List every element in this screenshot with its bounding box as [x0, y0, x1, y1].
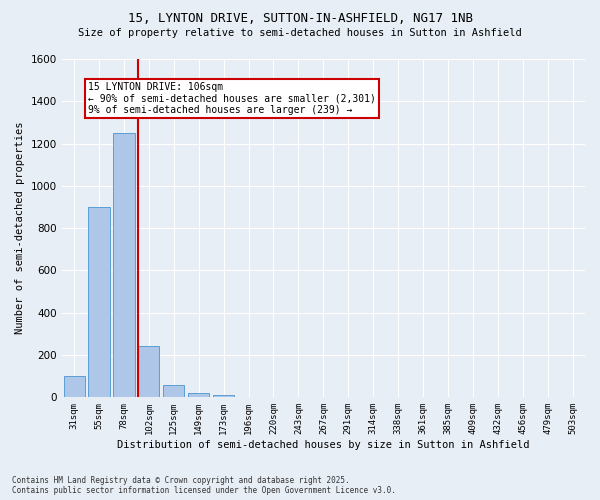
Y-axis label: Number of semi-detached properties: Number of semi-detached properties	[15, 122, 25, 334]
Bar	[188, 393, 209, 398]
Bar	[64, 376, 85, 398]
Bar	[88, 207, 110, 398]
Text: 15 LYNTON DRIVE: 106sqm
← 90% of semi-detached houses are smaller (2,301)
9% of : 15 LYNTON DRIVE: 106sqm ← 90% of semi-de…	[88, 82, 376, 116]
Text: 15, LYNTON DRIVE, SUTTON-IN-ASHFIELD, NG17 1NB: 15, LYNTON DRIVE, SUTTON-IN-ASHFIELD, NG…	[128, 12, 473, 26]
Bar	[138, 346, 160, 398]
Text: Size of property relative to semi-detached houses in Sutton in Ashfield: Size of property relative to semi-detach…	[78, 28, 522, 38]
Bar	[163, 384, 184, 398]
Bar	[213, 395, 234, 398]
Bar	[113, 133, 134, 398]
X-axis label: Distribution of semi-detached houses by size in Sutton in Ashfield: Distribution of semi-detached houses by …	[117, 440, 530, 450]
Text: Contains HM Land Registry data © Crown copyright and database right 2025.
Contai: Contains HM Land Registry data © Crown c…	[12, 476, 396, 495]
